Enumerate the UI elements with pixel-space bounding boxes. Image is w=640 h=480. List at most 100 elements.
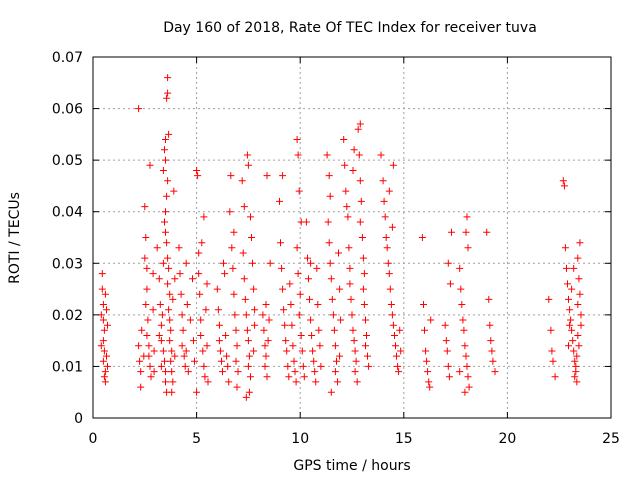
data-point-marker [459, 316, 467, 324]
data-point-marker [197, 332, 205, 339]
data-point-marker [421, 326, 428, 334]
data-point-marker [313, 264, 321, 272]
data-point-marker [149, 306, 157, 314]
data-point-marker [292, 378, 300, 386]
data-point-marker [422, 347, 430, 355]
data-point-marker [575, 275, 583, 283]
data-point-marker [164, 254, 172, 262]
data-point-marker [231, 311, 239, 319]
data-point-marker [158, 311, 166, 319]
data-point-marker [446, 280, 454, 288]
data-point-marker [327, 388, 335, 396]
data-point-marker [427, 316, 435, 324]
data-point-marker [146, 161, 154, 169]
data-point-marker [464, 244, 472, 252]
data-point-marker [325, 172, 333, 180]
data-point-marker [324, 218, 332, 226]
data-point-marker [425, 378, 433, 386]
data-point-marker [195, 270, 203, 278]
data-point-marker [381, 213, 389, 221]
data-point-marker [296, 290, 304, 298]
data-point-marker [101, 378, 109, 386]
data-point-marker [300, 373, 308, 381]
data-point-marker [306, 295, 313, 303]
data-point-marker [248, 234, 255, 241]
data-point-marker [397, 347, 405, 355]
data-point-marker [387, 301, 395, 308]
data-point-marker [278, 264, 286, 272]
data-point-marker [363, 332, 370, 339]
data-point-marker [353, 378, 361, 386]
data-point-marker [222, 332, 230, 339]
data-point-marker [574, 254, 582, 262]
x-tick-label: 5 [192, 431, 201, 447]
data-point-marker [146, 362, 154, 370]
plot-frame [92, 56, 612, 419]
data-point-marker [568, 285, 576, 293]
data-point-marker [315, 326, 323, 334]
data-point-marker [182, 347, 190, 355]
data-point-marker [307, 316, 315, 324]
data-point-marker [548, 347, 556, 355]
data-point-marker [295, 187, 303, 195]
data-point-marker [462, 352, 470, 360]
data-point-marker [214, 306, 222, 314]
data-point-marker [245, 388, 253, 396]
data-point-marker [280, 306, 288, 314]
data-point-marker [312, 378, 320, 386]
data-point-marker [233, 342, 241, 350]
data-point-marker [99, 337, 107, 345]
data-point-marker [566, 321, 574, 329]
data-point-marker [574, 301, 582, 308]
data-point-marker [384, 259, 392, 267]
data-point-marker [140, 352, 148, 360]
data-point-marker [279, 285, 287, 293]
data-point-marker [577, 311, 585, 319]
data-point-marker [202, 306, 210, 314]
data-point-marker [396, 326, 404, 334]
data-point-marker [164, 280, 172, 288]
data-point-marker [177, 290, 185, 298]
data-point-marker [316, 342, 324, 350]
data-point-marker [159, 347, 167, 355]
data-point-marker [362, 342, 369, 350]
data-point-marker [169, 378, 177, 386]
data-point-marker [326, 259, 334, 267]
data-point-marker [137, 368, 145, 376]
data-point-marker [153, 244, 161, 252]
data-point-marker [166, 290, 174, 298]
data-point-marker [179, 326, 187, 334]
data-point-marker [291, 368, 299, 376]
data-point-marker [226, 208, 234, 216]
data-point-marker [389, 161, 397, 169]
data-point-marker [162, 136, 169, 143]
data-point-marker [265, 316, 273, 324]
data-point-marker [232, 326, 240, 334]
data-point-marker [329, 311, 337, 319]
data-point-marker [234, 368, 242, 376]
data-point-marker [336, 285, 344, 293]
data-point-marker [456, 264, 464, 272]
data-point-marker [356, 177, 364, 185]
data-point-marker [483, 228, 491, 236]
data-point-marker [191, 357, 198, 365]
data-point-marker [289, 342, 297, 350]
data-point-marker [233, 383, 241, 391]
data-point-marker [229, 264, 237, 272]
data-point-marker [135, 105, 143, 113]
data-point-marker [163, 192, 171, 200]
x-tick-label: 25 [602, 431, 620, 447]
data-point-marker [251, 306, 259, 314]
data-point-marker [244, 161, 252, 169]
x-axis-label: GPS time / hours [293, 458, 410, 474]
data-point-marker [393, 352, 400, 360]
data-point-marker [250, 285, 258, 293]
data-point-marker [360, 270, 368, 278]
data-point-marker [461, 388, 469, 396]
data-point-marker [343, 203, 351, 211]
data-point-marker [224, 362, 232, 370]
data-point-marker [464, 373, 472, 381]
data-point-marker [379, 177, 387, 185]
data-point-marker [424, 368, 432, 376]
data-point-marker [247, 213, 254, 221]
